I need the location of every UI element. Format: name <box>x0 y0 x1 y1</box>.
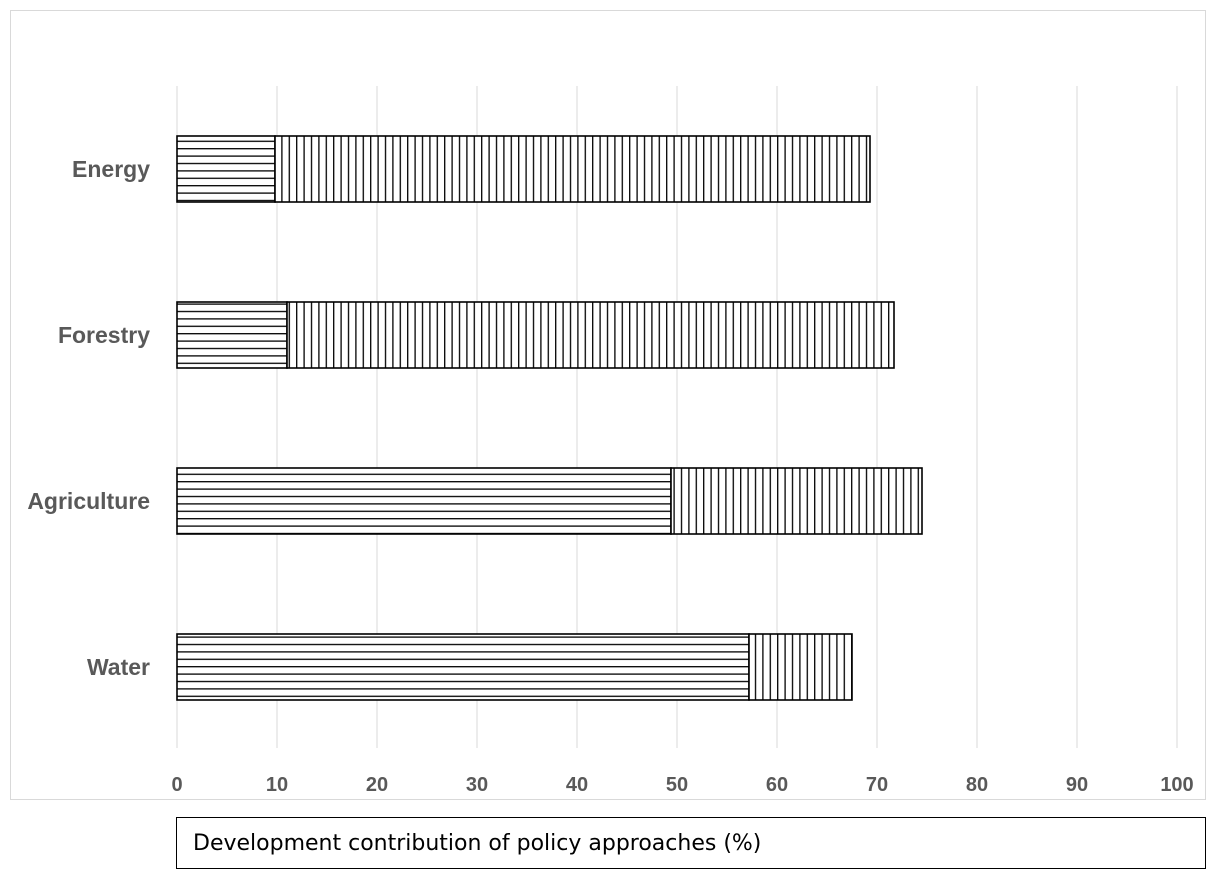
category-label-agriculture: Agriculture <box>27 488 150 514</box>
bars <box>176 135 923 701</box>
bar-water-series-1 <box>176 633 750 701</box>
x-axis-title: Development contribution of policy appro… <box>193 830 762 856</box>
category-label-water: Water <box>87 654 150 680</box>
x-tick-label: 80 <box>966 774 988 796</box>
category-labels: Energy Forestry Agriculture Water <box>27 156 150 680</box>
chart-frame <box>10 10 1206 800</box>
x-tick-label: 20 <box>366 774 388 796</box>
x-tick-label: 100 <box>1160 774 1193 796</box>
bar-agriculture-series-1 <box>176 467 672 535</box>
x-tick-label: 60 <box>766 774 788 796</box>
bar-water-series-2 <box>748 633 853 701</box>
x-tick-label: 40 <box>566 774 588 796</box>
x-tick-label: 30 <box>466 774 488 796</box>
bar-energy-series-1 <box>176 135 276 203</box>
x-tick-label: 10 <box>266 774 288 796</box>
category-label-forestry: Forestry <box>58 322 150 348</box>
bar-agriculture-series-2 <box>670 467 923 535</box>
x-tick-labels: 0 10 20 30 40 50 60 70 80 90 100 <box>171 774 1193 796</box>
category-label-energy: Energy <box>72 156 150 182</box>
bar-forestry-series-1 <box>176 301 288 369</box>
x-tick-label: 90 <box>1066 774 1088 796</box>
x-axis-title-box: Development contribution of policy appro… <box>176 817 1206 869</box>
x-tick-label: 0 <box>171 774 182 796</box>
bar-energy-series-2 <box>274 135 871 203</box>
x-tick-label: 50 <box>666 774 688 796</box>
bar-forestry-series-2 <box>286 301 895 369</box>
x-tick-label: 70 <box>866 774 888 796</box>
